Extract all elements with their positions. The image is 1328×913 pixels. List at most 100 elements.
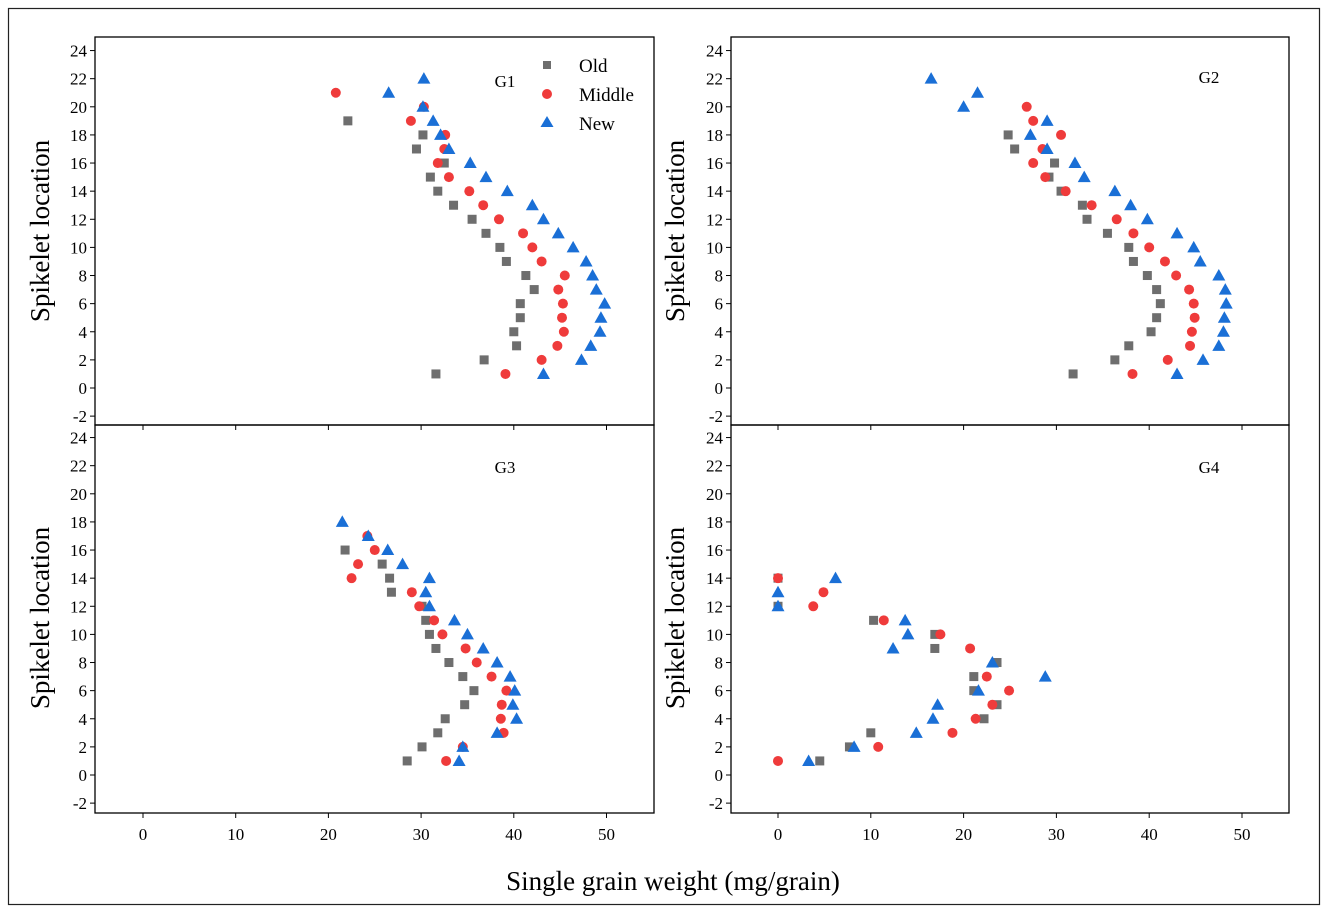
data-point-middle [405,115,416,126]
data-point-middle [878,615,889,626]
data-point-new [525,198,539,211]
y-tick-label: 2 [715,738,724,757]
data-point-old [431,369,441,379]
data-point-old [1003,130,1013,140]
legend: Old Middle New [540,56,634,135]
data-point-middle [330,87,341,98]
panel-g4-frame [730,424,1290,814]
data-point-middle [406,587,417,598]
y-tick-label: 0 [715,379,724,398]
y-tick-label: 0 [79,766,88,785]
data-point-old [501,256,511,266]
x-tick-label: 0 [139,825,148,844]
data-point-old [479,355,489,365]
data-point-old [992,658,1002,668]
data-point-new [416,100,430,112]
data-point-middle [1184,284,1195,295]
y-tick-label: 6 [715,295,724,314]
data-point-old [467,214,477,224]
data-point-old [529,285,539,295]
data-point-old [440,714,450,724]
data-point-old [481,228,491,238]
data-point-old [385,573,395,583]
data-point-old [1010,144,1020,154]
data-point-new [1212,339,1226,351]
figure-border [7,7,1321,906]
data-point-middle [773,573,783,584]
data-point-middle [557,298,568,309]
data-point-new [510,712,524,724]
data-point-old [431,643,441,653]
data-point-middle [1056,129,1067,140]
data-point-new [901,627,915,640]
data-point-middle [970,713,981,724]
data-point-old [1128,256,1138,266]
data-point-old [1152,313,1162,323]
data-point-new [456,740,470,752]
y-axis-title-top-right: Spikelet location [660,139,690,322]
data-point-old [424,629,434,639]
data-point-old [439,158,449,168]
data-point-old [521,271,531,281]
data-point-new [593,325,607,337]
panel-g1-frame [94,36,655,426]
y-tick-label: 20 [706,485,723,504]
y-tick-label: 8 [715,654,724,673]
data-point-old [815,756,825,766]
data-point-middle [818,587,829,598]
data-point-new [506,698,520,710]
data-point-old [411,144,421,154]
data-point-new [1212,269,1226,281]
data-point-old [421,615,431,625]
data-point-middle [935,629,946,640]
x-tick-label: 20 [955,825,972,844]
data-point-new [422,571,436,584]
data-point-middle [559,270,570,281]
data-point-new [460,627,474,640]
legend-middle-label: Middle [579,85,634,106]
data-point-middle [987,699,998,710]
data-point-new [1216,325,1230,337]
data-point-old [515,313,525,323]
y-tick-label: 12 [706,597,723,616]
y-tick-label: 16 [706,154,723,173]
panel-label-g3: G3 [495,458,516,477]
data-point-old [469,686,479,696]
data-point-new [802,754,816,766]
data-point-new [1218,283,1232,295]
data-point-middle [500,368,511,379]
data-point-old [1102,228,1112,238]
data-point-middle [443,172,454,183]
data-point-old [340,545,350,555]
data-point-middle [1186,326,1197,337]
data-point-old [1050,158,1060,168]
y-tick-label: 10 [706,238,723,257]
data-point-new [898,613,912,626]
y-tick-label: -2 [709,407,723,426]
y-tick-label: 20 [70,98,87,117]
data-point-old [1068,369,1078,379]
data-point-new [1108,184,1122,197]
panel-g2-frame [730,36,1290,426]
data-point-middle [429,615,440,626]
data-point-new [536,212,550,225]
data-point-middle [808,601,819,612]
data-point-new [1170,367,1184,379]
y-tick-label: 6 [715,682,724,701]
y-tick-label: 0 [79,379,88,398]
data-point-new [396,557,410,570]
data-point-new [1217,311,1231,323]
y-tick-label: 10 [70,238,87,257]
data-point-new [1068,156,1082,169]
data-point-old [1152,285,1162,295]
data-point-old [1124,242,1134,252]
legend-new-label: New [579,114,615,135]
data-point-new [447,613,461,626]
data-point-middle [471,657,482,668]
data-point-new [452,754,466,766]
data-point-new [1187,240,1201,253]
data-point-middle [1188,298,1199,309]
data-point-new [335,515,349,527]
y-tick-label: 10 [70,625,87,644]
data-point-middle [1028,115,1039,126]
